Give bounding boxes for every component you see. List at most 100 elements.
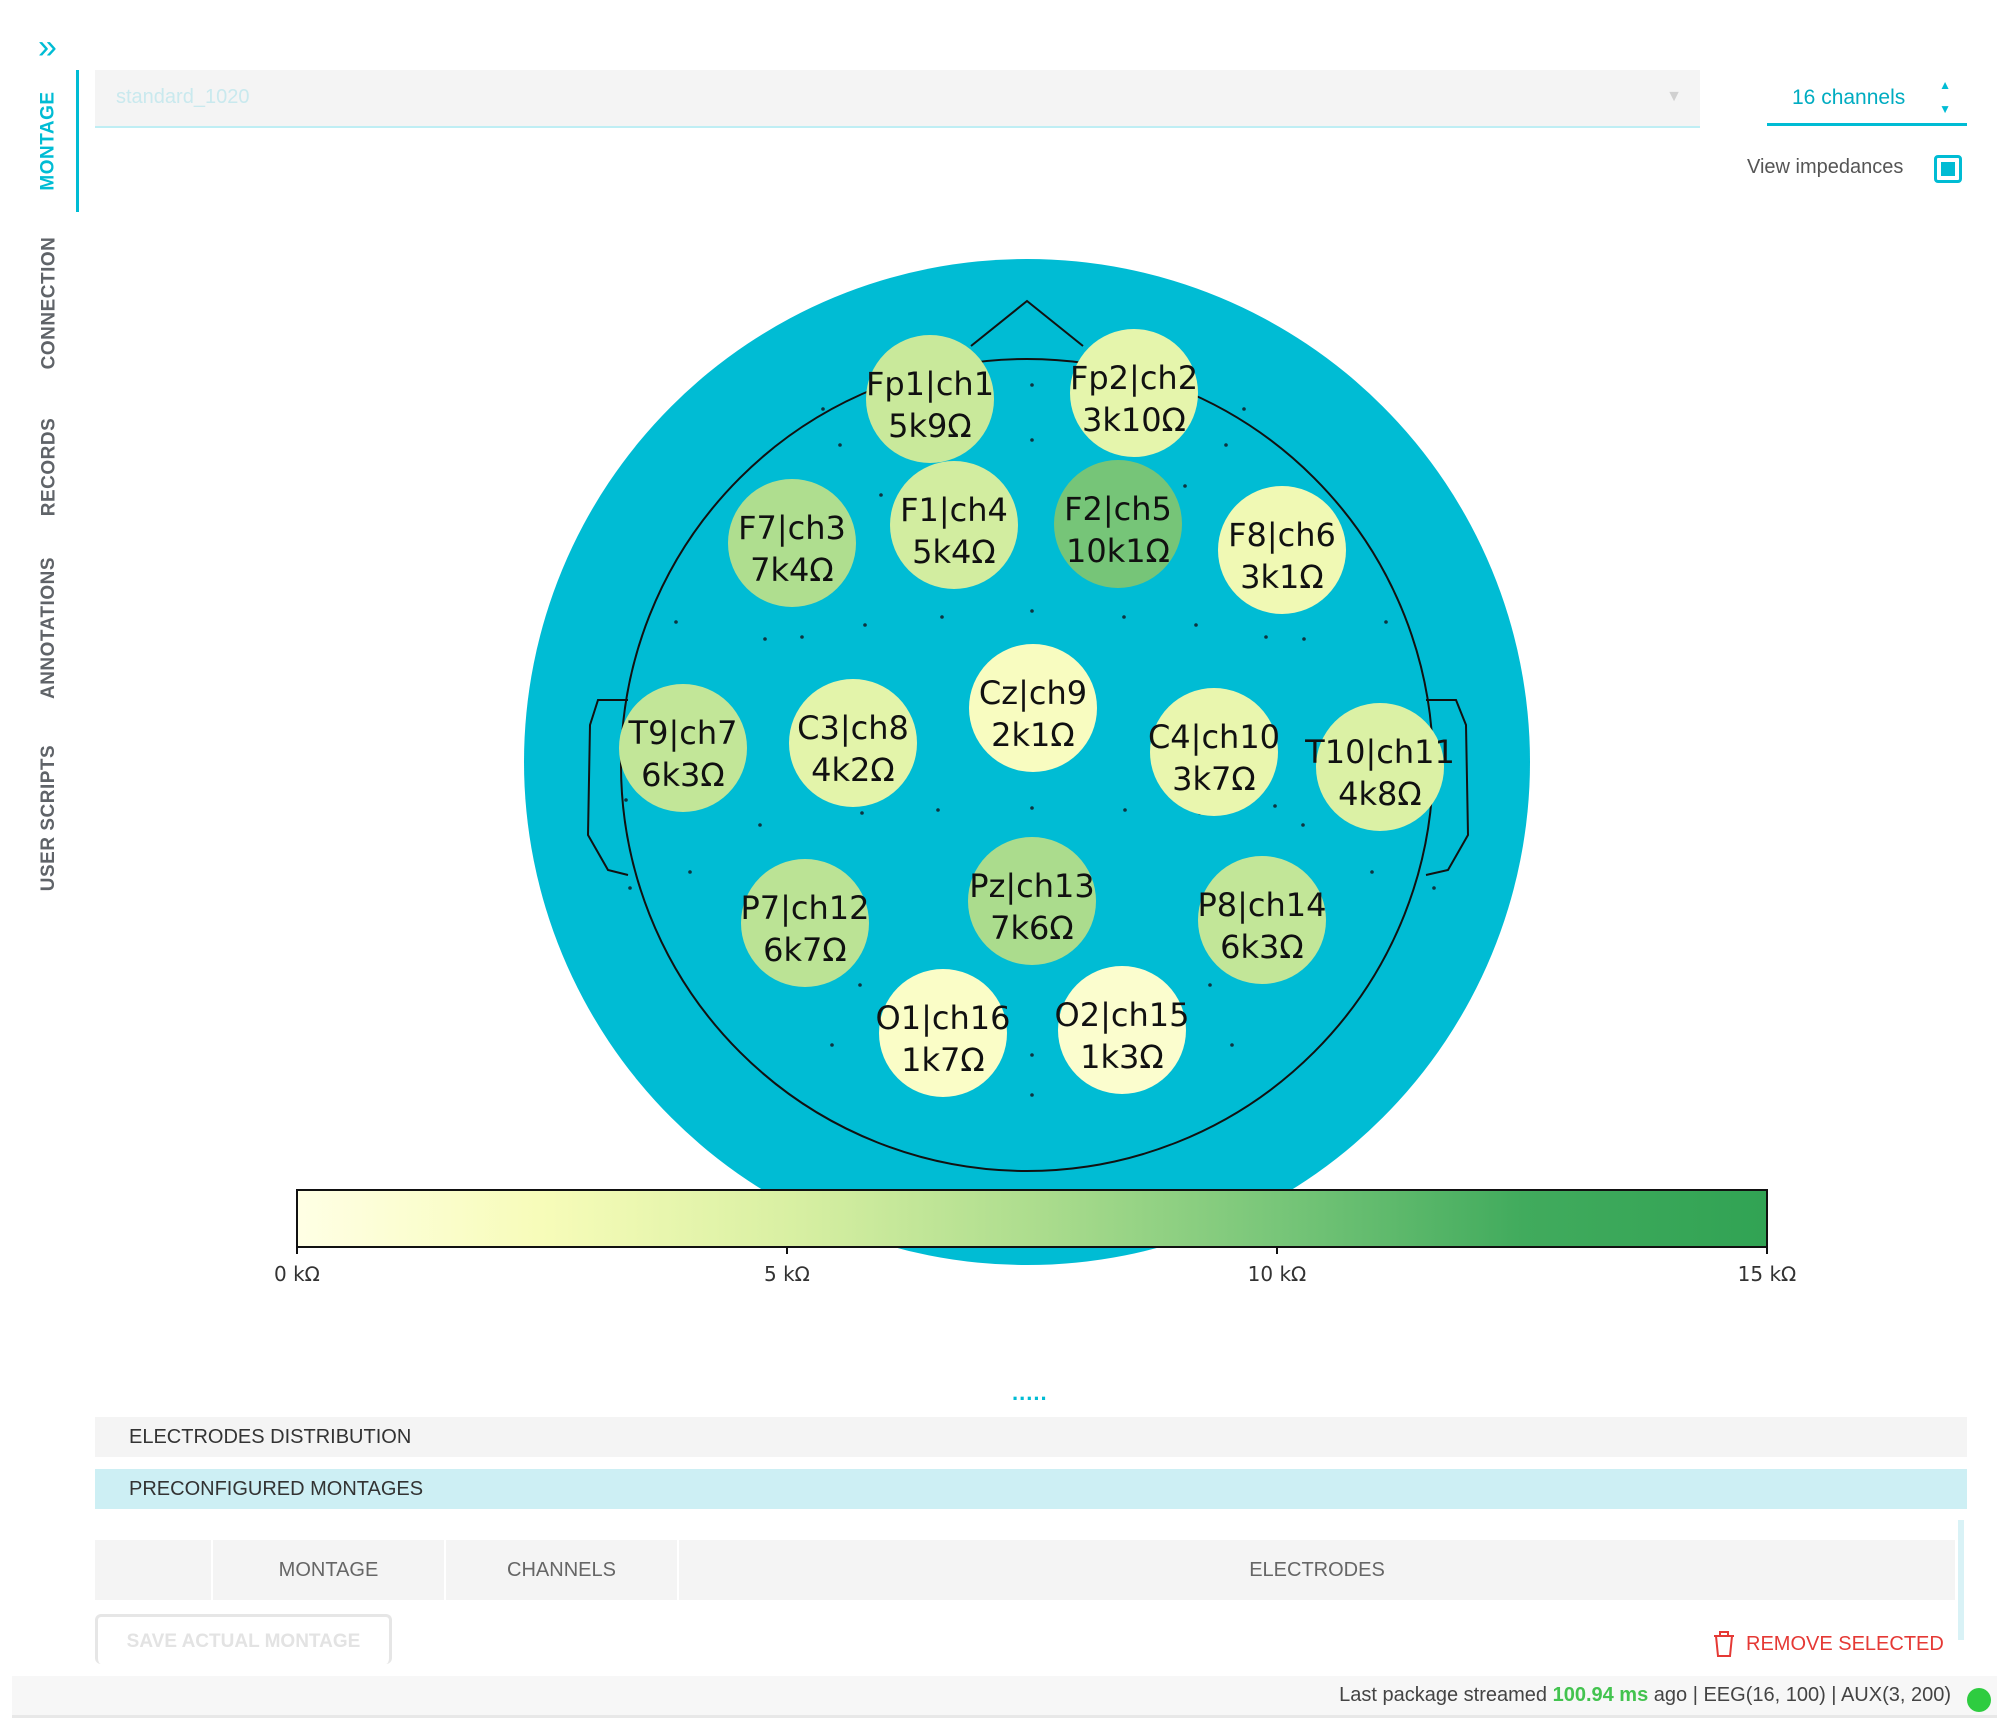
sensor-dot xyxy=(1384,620,1388,624)
remove-selected-button[interactable]: REMOVE SELECTED xyxy=(1712,1630,1944,1658)
sensor-dot xyxy=(1208,983,1212,987)
sensor-dot xyxy=(1030,438,1034,442)
electrodes-distribution-panel[interactable]: ELECTRODES DISTRIBUTION xyxy=(95,1417,1967,1457)
electrode-impedance: 7k6Ω xyxy=(990,909,1074,947)
sensor-dot xyxy=(688,870,692,874)
preconfigured-montages-panel[interactable]: PRECONFIGURED MONTAGES xyxy=(95,1469,1967,1509)
electrode-circle[interactable] xyxy=(1054,460,1182,588)
column-header-electrodes[interactable]: ELECTRODES xyxy=(1249,1559,1385,1581)
electrode-circle[interactable] xyxy=(1218,486,1346,614)
electrodes-layer: Fp1|ch1 5k9Ω Fp2|ch2 3k10Ω F7|ch3 7k4Ω F1|ch4 5… xyxy=(619,329,1455,1097)
sensor-dot xyxy=(1030,609,1034,613)
electrode-circle[interactable] xyxy=(968,837,1096,965)
electrode-circle[interactable] xyxy=(866,335,994,463)
electrode-name: F1|ch4 xyxy=(900,491,1008,529)
column-header-montage[interactable]: MONTAGE xyxy=(213,1540,446,1600)
sensor-dot xyxy=(1224,443,1228,447)
column-header-channels[interactable]: CHANNELS xyxy=(446,1540,679,1600)
electrode-circle[interactable] xyxy=(728,479,856,607)
electrode-impedance: 10k1Ω xyxy=(1066,532,1170,570)
nose-outline xyxy=(970,299,1084,347)
sensor-dot xyxy=(940,615,944,619)
electrode-name: O2|ch15 xyxy=(1055,996,1190,1034)
electrode-circle[interactable] xyxy=(879,969,1007,1097)
status-text: Last package streamed 100.94 ms ago | EE… xyxy=(1339,1684,1951,1707)
sensor-dot xyxy=(1030,806,1034,810)
trash-icon xyxy=(1714,1631,1734,1657)
electrode-circle[interactable] xyxy=(619,684,747,812)
sensor-dot xyxy=(758,823,762,827)
electrode-impedance: 1k7Ω xyxy=(901,1041,985,1079)
status-prefix: Last package streamed xyxy=(1339,1684,1548,1706)
montage-select[interactable]: standard_1020 ▼ xyxy=(95,70,1700,128)
impedance-topomap: Fp1|ch1 5k9Ω Fp2|ch2 3k10Ω F7|ch3 7k4Ω F1|ch4 5… xyxy=(274,259,1797,1286)
colorbar-tick-label: 5 kΩ xyxy=(764,1262,810,1286)
colorbar-tick-label: 10 kΩ xyxy=(1248,1262,1307,1286)
spin-up-icon[interactable]: ▲ xyxy=(1939,78,1951,92)
sensor-dot xyxy=(830,1043,834,1047)
connection-status-indicator xyxy=(1967,1688,1991,1712)
sensor-dot xyxy=(1302,637,1306,641)
sensor-dot xyxy=(628,886,632,890)
sensor-dot xyxy=(1030,1053,1034,1057)
sensor-dot xyxy=(1264,635,1268,639)
sensor-dot xyxy=(858,983,862,987)
status-suffix: ago | EEG(16, 100) | AUX(3, 200) xyxy=(1653,1684,1951,1706)
electrode-name: P7|ch12 xyxy=(740,889,869,927)
electrode-impedance: 6k3Ω xyxy=(1220,928,1304,966)
view-impedances-checkbox[interactable] xyxy=(1934,155,1962,183)
double-chevron-right-icon[interactable]: » xyxy=(38,28,57,66)
table-scrollbar[interactable] xyxy=(1958,1520,1964,1640)
electrode-name: T10|ch11 xyxy=(1304,733,1455,771)
electrode-circle[interactable] xyxy=(789,679,917,807)
electrode-circle[interactable] xyxy=(890,461,1018,589)
electrode-circle[interactable] xyxy=(1150,688,1278,816)
sensor-dot xyxy=(763,637,767,641)
colorbar-tick-label: 15 kΩ xyxy=(1738,1262,1797,1286)
resize-handle[interactable]: ..... xyxy=(1012,1380,1048,1405)
spin-down-icon[interactable]: ▼ xyxy=(1939,102,1951,116)
sensor-dot xyxy=(936,808,940,812)
electrode-circle[interactable] xyxy=(1070,329,1198,457)
sensor-dot xyxy=(863,623,867,627)
left-ear-outline xyxy=(586,699,629,876)
electrode-name: P8|ch14 xyxy=(1197,886,1326,924)
sensor-dot xyxy=(1273,804,1277,808)
electrode-name: F2|ch5 xyxy=(1064,490,1172,528)
electrode-impedance: 3k10Ω xyxy=(1082,401,1186,439)
electrode-name: F7|ch3 xyxy=(738,509,846,547)
sensor-dot xyxy=(1122,615,1126,619)
colorbar-tick-label: 0 kΩ xyxy=(274,1262,320,1286)
sensor-dot xyxy=(1194,623,1198,627)
montages-table-header: MONTAGE CHANNELS ELECTRODES xyxy=(95,1540,1955,1600)
electrode-circle[interactable] xyxy=(1198,856,1326,984)
electrode-circle[interactable] xyxy=(741,859,869,987)
electrode-circle[interactable] xyxy=(1316,703,1444,831)
electrode-circle[interactable] xyxy=(969,644,1097,772)
sensor-dot xyxy=(1230,1043,1234,1047)
sensor-dot xyxy=(800,635,804,639)
electrode-impedance: 1k3Ω xyxy=(1080,1038,1164,1076)
sensor-dot xyxy=(860,811,864,815)
sensor-dot xyxy=(838,443,842,447)
sensor-dot xyxy=(1030,1093,1034,1097)
electrode-impedance: 6k3Ω xyxy=(641,756,725,794)
sensor-dot xyxy=(674,620,678,624)
electrode-circle[interactable] xyxy=(1058,966,1186,1094)
channels-select[interactable]: 16 channels ▲ ▼ xyxy=(1767,74,1967,126)
save-montage-button[interactable]: SAVE ACTUAL MONTAGE xyxy=(95,1614,392,1664)
sensor-dot xyxy=(821,407,825,411)
electrode-name: Fp2|ch2 xyxy=(1070,359,1198,397)
electrode-name: C3|ch8 xyxy=(797,709,909,747)
tab-montage[interactable]: MONTAGE xyxy=(22,70,79,212)
electrode-name: F8|ch6 xyxy=(1228,516,1336,554)
sensor-dot xyxy=(1432,886,1436,890)
electrode-impedance: 3k7Ω xyxy=(1172,760,1256,798)
dropdown-arrow-icon: ▼ xyxy=(1666,88,1682,105)
electrode-impedance: 5k4Ω xyxy=(912,533,996,571)
right-ear-outline xyxy=(1425,699,1470,876)
montage-select-value: standard_1020 xyxy=(116,86,250,108)
sensor-dot xyxy=(1301,823,1305,827)
sensor-dot xyxy=(624,798,628,802)
